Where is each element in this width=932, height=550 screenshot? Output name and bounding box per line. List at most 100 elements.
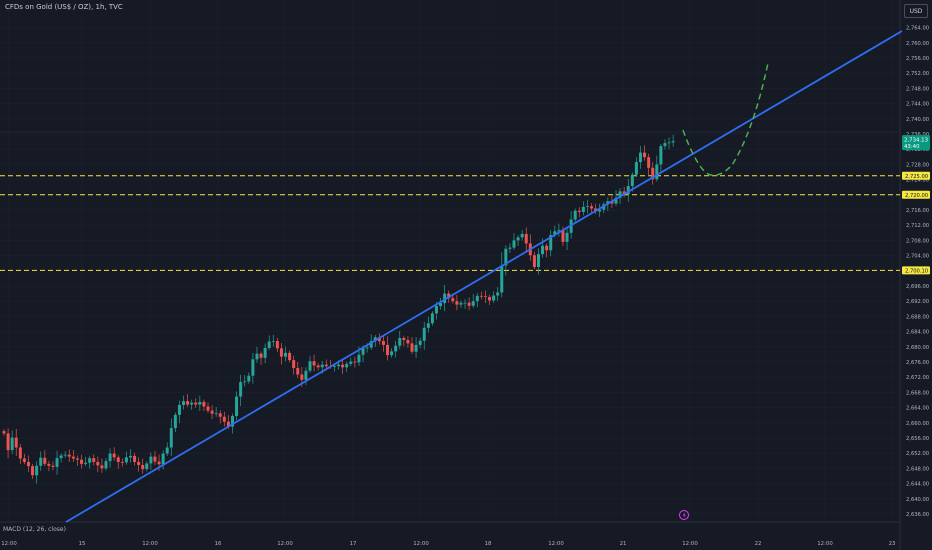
candle — [430, 311, 434, 326]
candle — [439, 297, 443, 310]
trendline — [65, 30, 903, 523]
candle — [96, 456, 100, 473]
candle — [349, 357, 353, 367]
lightning-icon[interactable] — [679, 510, 689, 520]
y-tick-label: 2,708.00 — [906, 238, 929, 244]
candle — [186, 394, 190, 407]
candle — [47, 460, 51, 472]
candle — [22, 453, 26, 465]
candle — [410, 337, 414, 355]
candle — [108, 448, 112, 468]
y-tick-label: 2,712.00 — [906, 223, 929, 229]
candle — [10, 430, 14, 455]
y-tick-label: 2,752.00 — [906, 71, 929, 77]
candle — [312, 354, 316, 372]
candle — [100, 458, 104, 473]
candle — [255, 346, 259, 363]
candle — [55, 450, 59, 475]
level-value: 2,700.10 — [905, 268, 928, 274]
candle — [104, 457, 108, 471]
candle — [6, 428, 10, 459]
candle — [528, 234, 532, 261]
candle — [284, 346, 288, 362]
candle — [634, 157, 638, 177]
y-tick-label: 2,716.00 — [906, 208, 929, 214]
candle — [173, 412, 177, 433]
time-axis: 12:00 15 12:00 16 12:00 17 12:00 18 12:00 21 12:00… — [1, 541, 895, 547]
candle — [651, 162, 655, 185]
candle — [222, 411, 226, 427]
candle — [149, 452, 153, 470]
candle — [316, 363, 320, 371]
x-tick-label: 12:00 — [142, 541, 158, 547]
level-tag — [902, 266, 930, 275]
candle — [296, 362, 300, 379]
candle — [671, 134, 675, 147]
candle — [483, 290, 487, 304]
x-tick-label: 12:00 — [413, 541, 429, 547]
candle — [210, 405, 214, 420]
candle — [406, 336, 410, 348]
candle — [239, 374, 243, 406]
candle — [488, 294, 492, 305]
candle — [341, 358, 345, 374]
candle — [557, 223, 561, 237]
candle — [267, 335, 271, 351]
bar-countdown: 43:40 — [904, 144, 920, 150]
x-tick-label: 12:00 — [277, 541, 293, 547]
candle — [31, 463, 35, 479]
candle — [524, 227, 528, 252]
y-tick-label: 2,688.00 — [906, 314, 929, 320]
candle — [165, 442, 169, 456]
candle — [516, 235, 520, 246]
x-tick-label: 23 — [889, 541, 896, 547]
candle — [573, 208, 577, 222]
y-tick-label: 2,664.00 — [906, 406, 929, 412]
candle — [467, 297, 471, 311]
candle — [577, 207, 581, 218]
candle — [235, 391, 239, 421]
candle — [459, 300, 463, 308]
candle — [647, 153, 651, 177]
y-tick-label: 2,736.00 — [906, 132, 929, 138]
horizontal-levels — [0, 175, 900, 271]
candle — [116, 455, 120, 469]
candle — [585, 199, 589, 214]
x-tick-label: 22 — [755, 541, 762, 547]
candle — [504, 245, 508, 276]
y-tick-label: 2,724.00 — [906, 178, 929, 184]
level-tag — [902, 190, 930, 199]
candle — [353, 356, 357, 368]
y-tick-label: 2,656.00 — [906, 436, 929, 442]
candle — [422, 321, 426, 350]
candle — [59, 453, 63, 463]
candle — [598, 203, 602, 217]
candle — [26, 455, 30, 472]
y-tick-label: 2,636.00 — [906, 512, 929, 518]
candle — [14, 428, 18, 456]
y-tick-label: 2,732.00 — [906, 147, 929, 153]
candle — [545, 243, 549, 258]
candle — [128, 449, 132, 463]
macd-indicator-label[interactable]: MACD (12, 26, close) — [3, 526, 66, 533]
candle — [35, 461, 39, 484]
level-value: 2,725.00 — [905, 174, 928, 180]
currency-button[interactable]: USD — [904, 4, 928, 18]
candle — [536, 248, 540, 275]
candle — [622, 186, 626, 198]
y-tick-label: 2,756.00 — [906, 56, 929, 62]
candle — [659, 143, 663, 173]
price-axis[interactable]: 2,636.00 2,640.00 2,644.00 2,648.00 2,652.00… — [906, 26, 929, 518]
candle — [471, 293, 475, 309]
candle — [590, 203, 594, 213]
candle — [169, 418, 173, 457]
x-tick-label: 18 — [485, 541, 492, 547]
y-tick-label: 2,668.00 — [906, 390, 929, 396]
x-tick-label: 12:00 — [1, 541, 17, 547]
candle — [161, 450, 165, 470]
candle — [177, 400, 181, 424]
y-tick-label: 2,748.00 — [906, 86, 929, 92]
candle — [88, 455, 92, 469]
candle — [663, 139, 667, 150]
